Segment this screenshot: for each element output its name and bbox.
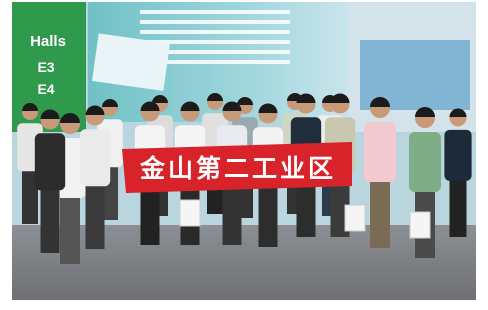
floor [12, 225, 476, 300]
person-body [444, 130, 471, 181]
banner-text: 金山第二工业区 [139, 154, 336, 183]
photo: Halls E3 E4 金山第二工业区 [0, 0, 488, 310]
tote-bag [345, 205, 365, 231]
tote-bag [180, 200, 200, 226]
hall-sign-title: Halls [30, 33, 66, 50]
person-body [364, 122, 396, 182]
photo-content: Halls E3 E4 金山第二工业区 [12, 2, 476, 300]
tote-bag [410, 212, 430, 238]
hall-sign-line: E3 [37, 59, 54, 75]
person-body [80, 129, 110, 186]
held-sign [92, 33, 170, 91]
hall-sign-line: E4 [37, 81, 54, 97]
person-body [35, 133, 65, 190]
person-body [409, 132, 441, 192]
